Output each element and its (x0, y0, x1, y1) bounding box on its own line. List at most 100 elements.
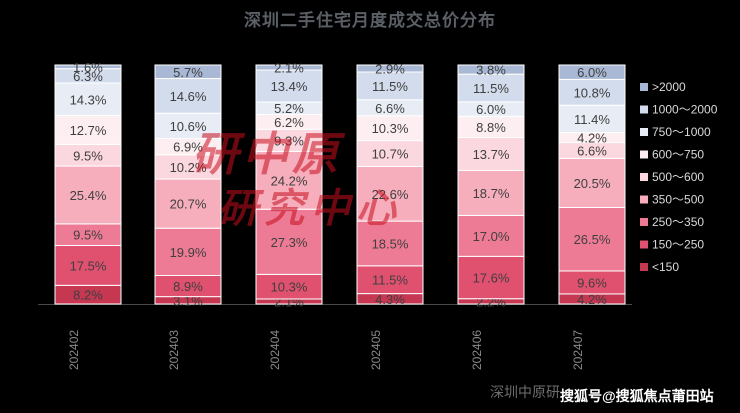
legend-swatch (640, 263, 648, 271)
bar-segment[interactable] (558, 206, 626, 272)
data-label: 8.9% (173, 279, 203, 294)
x-tick-label: 202405 (369, 330, 383, 370)
data-label: 25.4% (70, 188, 107, 203)
chart-title: 深圳二手住宅月度成交总价分布 (244, 11, 496, 30)
bar-segment[interactable] (457, 214, 525, 257)
data-label: 17.5% (70, 258, 107, 273)
data-label: 20.5% (574, 176, 611, 191)
bar-segment[interactable] (356, 265, 424, 295)
data-label: 18.7% (473, 186, 510, 201)
x-tick-label: 202403 (167, 330, 181, 370)
bar-segment[interactable] (558, 78, 626, 106)
data-label: 18.5% (372, 236, 409, 251)
data-label: 10.3% (271, 280, 308, 295)
data-label: 2.9% (375, 62, 405, 77)
data-label: 8.8% (476, 120, 506, 135)
bar-segment[interactable] (558, 64, 626, 80)
bar-segment[interactable] (356, 220, 424, 267)
data-label: 13.4% (271, 79, 308, 94)
data-label: 11.5% (473, 81, 509, 96)
legend-label: >2000 (652, 80, 686, 94)
legend-label: 750～1000 (652, 125, 711, 139)
bar-segment[interactable] (457, 255, 525, 300)
legend-swatch (640, 150, 648, 159)
data-label: 17.0% (473, 229, 510, 244)
bar-segment[interactable] (154, 112, 222, 139)
legend-label: 350～500 (652, 193, 704, 207)
bar-segment[interactable] (255, 64, 323, 71)
bar-segment[interactable] (54, 82, 122, 117)
data-label: 6.3% (73, 69, 103, 84)
bar-segment[interactable] (558, 104, 626, 134)
bar-segment[interactable] (154, 78, 222, 114)
bar-segment[interactable] (457, 64, 525, 75)
data-label: 10.6% (170, 119, 207, 134)
data-label: 4.2% (577, 292, 607, 307)
x-tick-label: 202407 (571, 330, 585, 370)
bar-segment[interactable] (255, 208, 323, 275)
x-tick-label: 202404 (268, 330, 282, 370)
legend-label: 600～750 (652, 148, 704, 162)
watermark-source: 深圳中原研 (490, 384, 560, 400)
data-label: 11.5% (372, 273, 408, 288)
bar-segment[interactable] (154, 227, 222, 276)
data-label: 11.4% (574, 112, 610, 127)
data-label: 22.6% (372, 187, 409, 202)
data-label: 6.6% (375, 101, 405, 116)
data-label: 3.8% (476, 63, 506, 78)
x-tick-label: 202402 (67, 330, 81, 370)
data-label: 27.3% (271, 235, 308, 250)
legend-label: <150 (652, 260, 679, 274)
bar-segment[interactable] (356, 64, 424, 73)
bar-segment[interactable] (154, 64, 222, 80)
data-label: 9.3% (274, 133, 304, 148)
data-label: 5.7% (173, 65, 203, 80)
legend-swatch (640, 173, 648, 181)
data-label: 10.3% (372, 121, 409, 136)
data-label: 24.2% (271, 173, 308, 188)
data-label: 9.5% (73, 148, 103, 163)
legend-label: 1000～2000 (652, 103, 718, 117)
data-label: 5.2% (274, 101, 304, 116)
legend-swatch (640, 218, 648, 226)
data-label: 8.2% (73, 288, 103, 303)
bar-segment[interactable] (457, 136, 525, 171)
data-label: 19.9% (170, 245, 207, 260)
data-label: 10.7% (372, 147, 409, 162)
bar-segment[interactable] (457, 73, 525, 103)
data-label: 10.2% (170, 160, 207, 175)
bar-segment[interactable] (356, 115, 424, 142)
watermark-stamp-line1: 研中原 (192, 128, 342, 180)
data-label: 2.1% (274, 61, 304, 76)
bar-segment[interactable] (54, 115, 122, 145)
bar-segment[interactable] (356, 165, 424, 222)
data-label: 9.5% (73, 228, 103, 243)
data-label: 11.5% (372, 79, 408, 94)
data-label: 6.0% (577, 65, 607, 80)
data-label: 6.6% (577, 143, 607, 158)
x-tick-label: 202406 (470, 330, 484, 370)
legend-swatch (640, 105, 648, 114)
data-label: 4.3% (375, 292, 405, 307)
legend-swatch (640, 240, 648, 249)
data-label: 9.6% (577, 275, 607, 290)
data-label: 6.2% (274, 115, 304, 130)
data-label: 1.6% (73, 60, 103, 75)
bar-segment[interactable] (255, 150, 323, 210)
data-label: 17.6% (473, 271, 510, 286)
bar-segment[interactable] (54, 64, 122, 70)
data-label: 6.0% (476, 102, 506, 117)
data-label: 20.7% (170, 197, 207, 212)
legend-label: 500～600 (652, 170, 704, 184)
bar-segment[interactable] (154, 154, 222, 180)
data-label: 26.5% (574, 232, 611, 247)
legend-swatch (640, 128, 648, 136)
legend-swatch (640, 83, 648, 91)
data-label: 14.3% (70, 92, 107, 107)
bar-segment[interactable] (255, 273, 323, 300)
data-label: 6.9% (173, 140, 203, 155)
bar-segment[interactable] (558, 157, 626, 208)
bar-segment[interactable] (457, 169, 525, 216)
data-label: 14.6% (170, 89, 207, 104)
